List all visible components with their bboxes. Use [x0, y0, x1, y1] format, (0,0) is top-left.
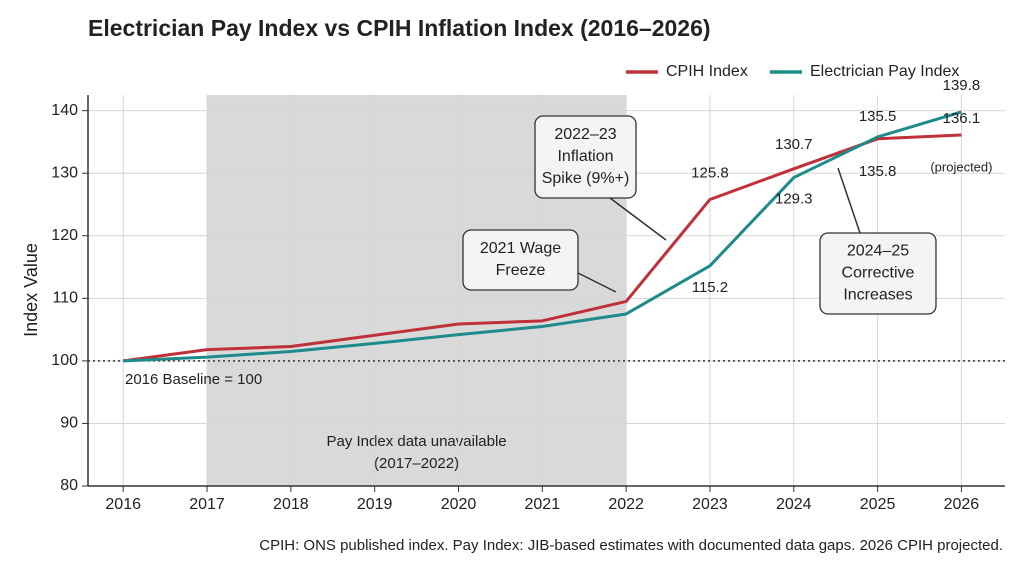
x-tick-label: 2016 — [105, 496, 141, 513]
value-label: 139.8 — [943, 77, 981, 94]
series-line — [123, 133, 962, 363]
x-tick-label: 2026 — [944, 496, 980, 513]
value-label: 129.3 — [775, 191, 813, 208]
value-label: 135.5 — [859, 108, 897, 125]
callout-box — [534, 115, 637, 199]
value-label: 130.7 — [775, 136, 813, 153]
value-label: 135.8 — [859, 163, 897, 180]
y-tick-label: 140 — [51, 102, 78, 119]
callout-text: 2024–25 — [847, 243, 909, 260]
x-tick-label: 2021 — [525, 496, 561, 513]
shaded-label: (2017–2022) — [374, 455, 459, 472]
callout-text: 2022–23 — [554, 126, 616, 143]
legend-label: CPIH Index — [666, 63, 748, 80]
callout-text: Spike (9%+) — [542, 170, 630, 187]
callout-box — [462, 229, 579, 291]
y-tick-label: 90 — [60, 415, 78, 432]
callout-text: 2021 Wage — [480, 240, 561, 257]
legend-label: Electrician Pay Index — [810, 63, 959, 80]
x-tick-label: 2023 — [692, 496, 728, 513]
y-tick-label: 110 — [52, 290, 78, 307]
x-tick-label: 2025 — [860, 496, 896, 513]
value-label: 125.8 — [691, 164, 729, 181]
callout-text: Increases — [843, 287, 912, 304]
x-tick-label: 2022 — [608, 496, 644, 513]
baseline-label: 2016 Baseline = 100 — [125, 371, 262, 388]
y-tick-label: 130 — [51, 164, 78, 181]
callout-pointer — [571, 269, 617, 293]
callout-pointer — [609, 197, 667, 241]
callout-text: Freeze — [496, 262, 546, 279]
callout-text: Inflation — [557, 148, 613, 165]
value-label: 115.2 — [692, 279, 728, 296]
y-tick-label: 100 — [51, 352, 78, 369]
x-tick-label: 2024 — [776, 496, 812, 513]
x-tick-label: 2020 — [441, 496, 477, 513]
footnote: CPIH: ONS published index. Pay Index: JI… — [259, 537, 1003, 554]
x-tick-label: 2017 — [189, 496, 225, 513]
x-tick-label: 2019 — [357, 496, 393, 513]
callout-text: Corrective — [842, 265, 915, 282]
y-axis-label: Index Value — [21, 243, 41, 337]
y-tick-label: 80 — [60, 477, 78, 494]
chart-title: Electrician Pay Index vs CPIH Inflation … — [88, 15, 711, 41]
callout-box — [819, 232, 937, 315]
y-tick-label: 120 — [51, 227, 78, 244]
series-line — [123, 110, 962, 363]
shaded-label: Pay Index data unavailable — [327, 433, 507, 450]
projected-label: (projected) — [930, 159, 992, 174]
callout-pointer — [837, 167, 861, 234]
x-tick-label: 2018 — [273, 496, 309, 513]
value-label: 136.1 — [943, 110, 981, 127]
